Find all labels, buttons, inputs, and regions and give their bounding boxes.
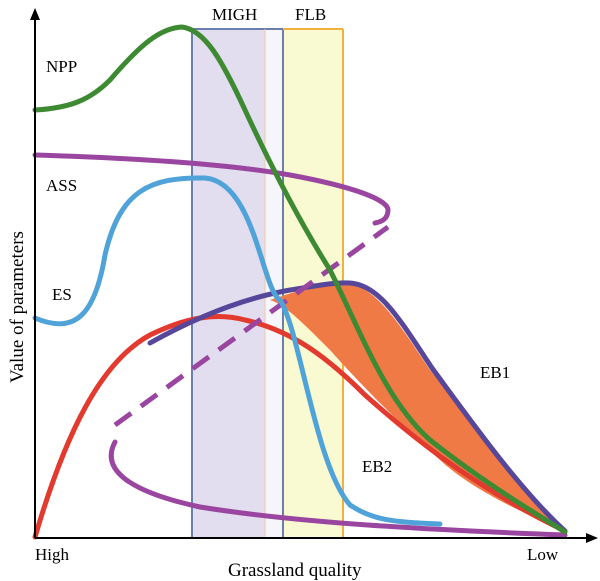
npp-label: NPP — [46, 57, 77, 76]
eb1-eb2-area — [270, 282, 565, 531]
eb1-curve — [147, 280, 568, 534]
y-axis-arrowhead — [30, 8, 40, 20]
flb-band-label: FLB — [295, 5, 326, 24]
migh-band — [191, 29, 265, 538]
eb1-label: EB1 — [480, 363, 510, 382]
es-label: ES — [52, 285, 72, 304]
ass-dashed-line — [113, 224, 390, 428]
y-axis-title: Value of parameters — [7, 231, 28, 383]
ass-label: ASS — [46, 176, 77, 195]
eb2-label: EB2 — [362, 457, 392, 476]
ass-upper-curve — [32, 152, 391, 226]
x-axis-high-label: High — [35, 545, 70, 564]
x-axis-arrowhead — [586, 533, 598, 543]
npp-curve — [32, 24, 568, 535]
x-axis-title: Grassland quality — [228, 560, 362, 581]
es-curve — [32, 175, 443, 527]
x-axis-low-label: Low — [527, 545, 559, 564]
migh-band-label: MIGH — [212, 5, 257, 24]
eb2-curve — [32, 314, 568, 540]
ass-lower-curve — [108, 439, 568, 538]
